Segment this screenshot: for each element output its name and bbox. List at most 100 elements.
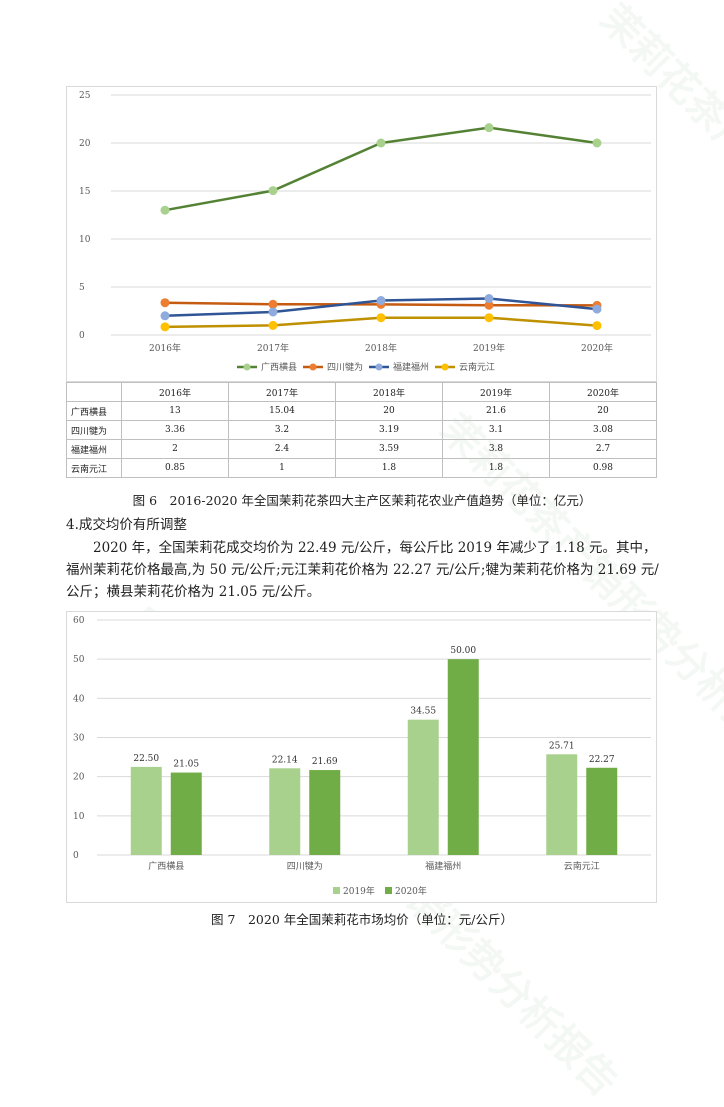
data-point [268,299,278,309]
table-cell: 20 [549,401,657,421]
legend-marker [441,363,449,371]
legend-label: 2019年 [343,885,375,897]
data-point [160,205,170,215]
data-point [268,186,278,196]
data-point [592,304,602,314]
data-point [160,311,170,321]
table-cell: 1.8 [442,458,550,478]
table-cell: 3.59 [335,439,443,459]
table-row-label: 广西横县 [66,401,122,421]
table-row: 四川犍为 3.36 3.2 3.19 3.1 3.08 [66,420,657,440]
y-tick-label: 10 [79,235,91,245]
data-point [268,307,278,317]
x-tick-label: 2020年 [581,342,613,354]
data-label: 25.71 [549,741,575,751]
y-tick-label: 0 [79,331,85,341]
y-tick-label: 0 [73,851,79,861]
x-tick-label: 云南元江 [564,860,600,872]
table-corner [66,382,122,402]
data-label: 21.05 [173,760,199,770]
y-tick-label: 25 [79,91,91,101]
x-tick-label: 2018年 [365,342,397,354]
legend-marker [375,363,383,371]
legend-label: 云南元江 [459,361,495,373]
data-point [160,322,170,332]
bar [269,768,301,855]
table-cell: 3.36 [121,420,229,440]
legend-label: 广西横县 [261,361,297,373]
data-label: 22.50 [133,754,159,764]
data-point [484,313,494,323]
legend-label: 2020年 [395,885,427,897]
table-column-header: 2017年 [228,382,336,402]
paragraph: 2020 年，全国茉莉花成交均价为 22.49 元/公斤，每公斤比 2019 年… [66,540,659,600]
data-point [268,320,278,330]
table-cell: 2 [121,439,229,459]
data-label: 22.27 [589,755,615,765]
table-column-header: 2018年 [335,382,443,402]
y-tick-label: 5 [79,283,85,293]
data-point [592,321,602,331]
bar [309,770,341,855]
table-cell: 20 [335,401,443,421]
table-cell: 1 [228,458,336,478]
bar-chart-panel: 0 10 20 30 40 50 60 广西横县 22.50 21.05 四川犍为 22.14 21.6… [66,611,657,903]
x-tick-label: 2019年 [473,342,505,354]
y-tick-label: 20 [79,139,91,149]
data-point [160,298,170,308]
y-tick-label: 30 [73,734,85,744]
legend-label: 四川犍为 [327,361,363,373]
y-tick-label: 50 [73,655,85,665]
y-tick-label: 60 [73,616,85,626]
line-chart-panel: 0 5 10 15 20 25 2016年 2017年 2018年 2019年 2020年 广西横县 四… [66,86,657,382]
table-column-header: 2019年 [442,382,550,402]
bar [447,659,479,855]
legend-marker [309,363,317,371]
section-heading: 4.成交均价有所调整 [66,517,187,533]
y-tick-label: 15 [79,187,91,197]
data-label: 22.14 [272,755,298,765]
bar-chart: 0 10 20 30 40 50 60 广西横县 22.50 21.05 四川犍为 22.14 21.6… [73,616,651,897]
table-cell: 13 [121,401,229,421]
data-point [484,123,494,133]
table-row-label: 云南元江 [66,458,122,478]
table-row: 云南元江 0.85 1 1.8 1.8 0.98 [66,458,657,478]
table-cell: 0.98 [549,458,657,478]
figure-caption: 图 6 2016-2020 年全国茉莉花茶四大主产区茉莉花农业产值趋势（单位：亿… [132,493,592,508]
table-column-header: 2020年 [549,382,657,402]
table-cell: 3.1 [442,420,550,440]
x-tick-label: 2016年 [149,342,181,354]
legend-swatch [385,887,392,894]
data-point [376,296,386,306]
table-cell: 2.4 [228,439,336,459]
x-tick-label: 福建福州 [425,860,461,872]
x-tick-label: 广西横县 [148,860,184,872]
legend-label: 福建福州 [393,361,429,373]
legend-marker [243,363,251,371]
y-tick-label: 20 [73,773,85,783]
bar [546,754,578,855]
bar [586,767,618,855]
bar [407,719,439,855]
table-cell: 3.2 [228,420,336,440]
table-row-label: 四川犍为 [66,420,122,440]
y-tick-label: 10 [73,812,85,822]
x-tick-label: 四川犍为 [287,860,323,872]
y-tick-label: 40 [73,694,85,704]
table-cell: 3.8 [442,439,550,459]
figure-caption: 图 7 2020 年全国茉莉花市场均价（单位：元/公斤） [211,912,513,927]
table-cell: 0.85 [121,458,229,478]
data-label: 34.55 [410,707,436,717]
table-cell: 3.08 [549,420,657,440]
bar [130,766,162,855]
data-point [376,313,386,323]
table-row-label: 福建福州 [66,439,122,459]
data-table: 2016年 2017年 2018年 2019年 2020年 广西横县 13 15… [66,382,657,478]
legend-swatch [333,887,340,894]
data-label: 50.00 [450,646,476,656]
data-point [592,138,602,148]
bar [170,772,202,855]
table-row: 福建福州 2 2.4 3.59 3.8 2.7 [66,439,657,459]
data-point [376,138,386,148]
